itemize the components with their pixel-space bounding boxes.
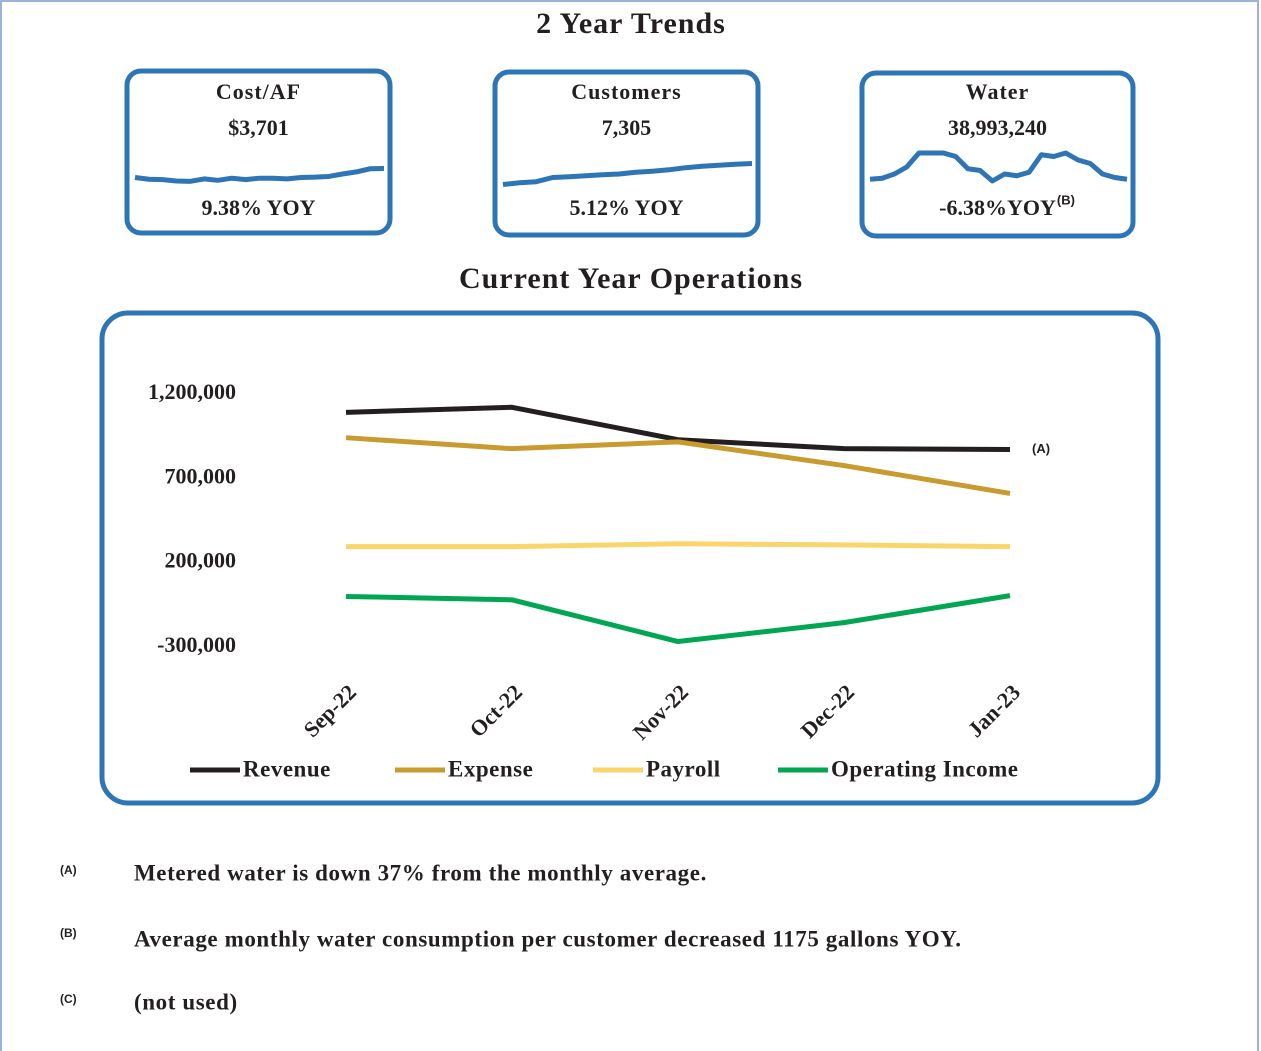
note-marker: (B) (60, 926, 77, 940)
annotation: (A) (1032, 441, 1050, 456)
card-title: Cost/AF (216, 79, 301, 104)
card-subtitle: -6.38%YOY (939, 195, 1056, 220)
card-title: Customers (571, 79, 681, 104)
note-text: (not used) (134, 989, 238, 1014)
sparkline (502, 161, 753, 187)
legend-label: Expense (448, 756, 533, 781)
note-text: Metered water is down 37% from the month… (134, 860, 707, 885)
sparkline (134, 165, 385, 184)
card (859, 70, 1136, 239)
card-subtitle: 9.38% YOY (201, 195, 315, 220)
card-subtitle: 5.12% YOY (569, 195, 683, 220)
chart-title: Current Year Operations (459, 262, 803, 295)
note-ref: (B) (1057, 192, 1075, 207)
page-title: 2 Year Trends (536, 7, 726, 40)
x-tick-label: Oct-22 (465, 679, 528, 742)
series-line (345, 435, 1011, 496)
legend-label: Operating Income (831, 756, 1019, 781)
legend-label: Revenue (243, 756, 331, 781)
chart-frame (99, 310, 1161, 806)
sparkline (869, 150, 1128, 184)
card-title: Water (966, 79, 1030, 104)
y-tick-label: 200,000 (165, 548, 237, 573)
legend-label: Payroll (646, 756, 721, 781)
y-tick-label: 1,200,000 (148, 379, 236, 404)
card-value: 38,993,240 (948, 115, 1047, 140)
note-text: Average monthly water consumption per cu… (134, 926, 962, 951)
card-value: $3,701 (228, 115, 289, 140)
series-line (346, 541, 1011, 550)
x-tick-label: Jan-23 (962, 679, 1025, 742)
note-marker: (A) (60, 863, 77, 877)
x-tick-label: Sep-22 (298, 679, 361, 742)
y-tick-label: -300,000 (157, 632, 236, 657)
card-value: 7,305 (602, 115, 652, 140)
y-tick-label: 700,000 (165, 463, 237, 488)
x-tick-label: Nov-22 (628, 679, 693, 744)
card (124, 68, 393, 236)
card (492, 69, 761, 238)
note-marker: (C) (60, 992, 77, 1006)
x-tick-label: Dec-22 (796, 679, 859, 742)
series-line (345, 593, 1011, 645)
